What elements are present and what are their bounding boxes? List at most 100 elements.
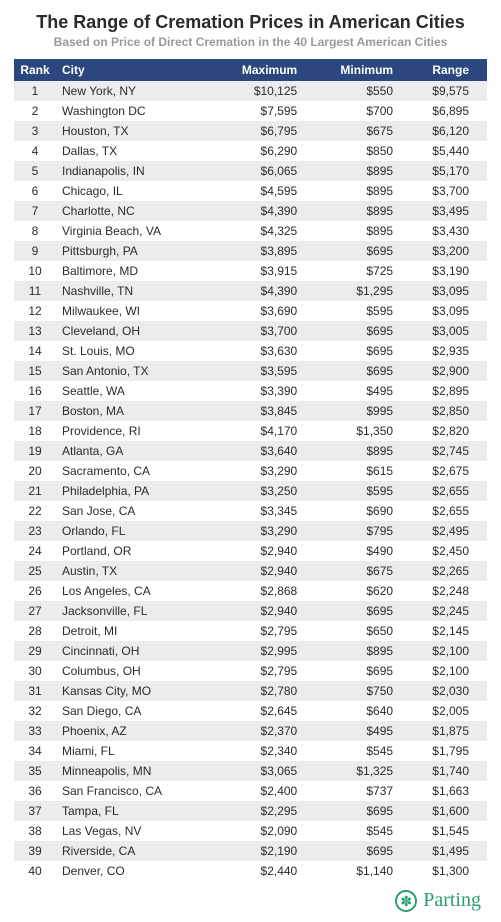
cell-city: Chicago, IL <box>56 181 216 201</box>
cell-city: Cincinnati, OH <box>56 641 216 661</box>
cell-max: $4,390 <box>216 281 315 301</box>
col-rank: Rank <box>14 59 56 81</box>
cell-min: $895 <box>315 641 411 661</box>
cell-min: $1,350 <box>315 421 411 441</box>
cell-rank: 27 <box>14 601 56 621</box>
cell-range: $2,265 <box>411 561 487 581</box>
cell-rank: 40 <box>14 861 56 881</box>
cell-range: $2,248 <box>411 581 487 601</box>
cell-range: $3,200 <box>411 241 487 261</box>
cell-max: $6,065 <box>216 161 315 181</box>
cell-range: $1,600 <box>411 801 487 821</box>
cell-min: $737 <box>315 781 411 801</box>
cell-max: $3,390 <box>216 381 315 401</box>
cell-city: Baltimore, MD <box>56 261 216 281</box>
cell-rank: 39 <box>14 841 56 861</box>
cell-min: $895 <box>315 161 411 181</box>
cell-range: $2,145 <box>411 621 487 641</box>
cell-max: $2,940 <box>216 561 315 581</box>
table-row: 11Nashville, TN$4,390$1,295$3,095 <box>14 281 487 301</box>
table-row: 39Riverside, CA$2,190$695$1,495 <box>14 841 487 861</box>
cell-city: Jacksonville, FL <box>56 601 216 621</box>
cell-city: Dallas, TX <box>56 141 216 161</box>
cell-min: $995 <box>315 401 411 421</box>
table-row: 18Providence, RI$4,170$1,350$2,820 <box>14 421 487 441</box>
table-row: 17Boston, MA$3,845$995$2,850 <box>14 401 487 421</box>
cell-city: New York, NY <box>56 81 216 101</box>
cell-city: Columbus, OH <box>56 661 216 681</box>
cell-max: $2,400 <box>216 781 315 801</box>
cell-rank: 14 <box>14 341 56 361</box>
table-row: 40Denver, CO$2,440$1,140$1,300 <box>14 861 487 881</box>
cell-min: $640 <box>315 701 411 721</box>
cell-max: $3,595 <box>216 361 315 381</box>
cell-city: Providence, RI <box>56 421 216 441</box>
cell-range: $2,850 <box>411 401 487 421</box>
cell-max: $3,690 <box>216 301 315 321</box>
brand-logo: ✽ Parting <box>395 889 481 912</box>
cell-max: $2,795 <box>216 661 315 681</box>
table-row: 35Minneapolis, MN$3,065$1,325$1,740 <box>14 761 487 781</box>
cell-rank: 1 <box>14 81 56 101</box>
cell-city: San Antonio, TX <box>56 361 216 381</box>
cell-max: $2,940 <box>216 541 315 561</box>
cell-range: $3,095 <box>411 301 487 321</box>
table-row: 23Orlando, FL$3,290$795$2,495 <box>14 521 487 541</box>
table-header-row: Rank City Maximum Minimum Range <box>14 59 487 81</box>
cell-city: Pittsburgh, PA <box>56 241 216 261</box>
cell-rank: 13 <box>14 321 56 341</box>
cell-city: Boston, MA <box>56 401 216 421</box>
table-row: 20Sacramento, CA$3,290$615$2,675 <box>14 461 487 481</box>
cell-min: $675 <box>315 121 411 141</box>
cell-range: $2,450 <box>411 541 487 561</box>
cell-rank: 4 <box>14 141 56 161</box>
cell-max: $3,630 <box>216 341 315 361</box>
table-row: 32San Diego, CA$2,645$640$2,005 <box>14 701 487 721</box>
cell-min: $495 <box>315 721 411 741</box>
cell-rank: 25 <box>14 561 56 581</box>
cell-rank: 3 <box>14 121 56 141</box>
cell-city: Seattle, WA <box>56 381 216 401</box>
cell-max: $4,170 <box>216 421 315 441</box>
cell-rank: 35 <box>14 761 56 781</box>
table-row: 25Austin, TX$2,940$675$2,265 <box>14 561 487 581</box>
cell-max: $2,645 <box>216 701 315 721</box>
cell-range: $2,495 <box>411 521 487 541</box>
cell-max: $2,995 <box>216 641 315 661</box>
cell-max: $3,250 <box>216 481 315 501</box>
cell-max: $3,065 <box>216 761 315 781</box>
cell-rank: 28 <box>14 621 56 641</box>
cell-range: $3,190 <box>411 261 487 281</box>
cell-range: $1,740 <box>411 761 487 781</box>
cell-range: $2,100 <box>411 641 487 661</box>
cell-min: $1,140 <box>315 861 411 881</box>
cell-city: Phoenix, AZ <box>56 721 216 741</box>
cell-city: Portland, OR <box>56 541 216 561</box>
table-row: 22San Jose, CA$3,345$690$2,655 <box>14 501 487 521</box>
cell-rank: 5 <box>14 161 56 181</box>
cell-rank: 10 <box>14 261 56 281</box>
table-row: 4Dallas, TX$6,290$850$5,440 <box>14 141 487 161</box>
table-row: 13Cleveland, OH$3,700$695$3,005 <box>14 321 487 341</box>
cell-city: Minneapolis, MN <box>56 761 216 781</box>
price-table: Rank City Maximum Minimum Range 1New Yor… <box>14 59 487 881</box>
cell-city: Philadelphia, PA <box>56 481 216 501</box>
cell-min: $620 <box>315 581 411 601</box>
cell-range: $2,745 <box>411 441 487 461</box>
table-row: 33Phoenix, AZ$2,370$495$1,875 <box>14 721 487 741</box>
cell-max: $2,940 <box>216 601 315 621</box>
table-row: 36San Francisco, CA$2,400$737$1,663 <box>14 781 487 801</box>
cell-max: $2,868 <box>216 581 315 601</box>
cell-rank: 29 <box>14 641 56 661</box>
page-title: The Range of Cremation Prices in America… <box>14 12 487 33</box>
cell-min: $550 <box>315 81 411 101</box>
cell-min: $495 <box>315 381 411 401</box>
cell-min: $1,295 <box>315 281 411 301</box>
cell-city: Washington DC <box>56 101 216 121</box>
cell-range: $2,900 <box>411 361 487 381</box>
cell-max: $4,595 <box>216 181 315 201</box>
table-row: 30Columbus, OH$2,795$695$2,100 <box>14 661 487 681</box>
cell-range: $6,120 <box>411 121 487 141</box>
table-row: 3Houston, TX$6,795$675$6,120 <box>14 121 487 141</box>
table-row: 26Los Angeles, CA$2,868$620$2,248 <box>14 581 487 601</box>
